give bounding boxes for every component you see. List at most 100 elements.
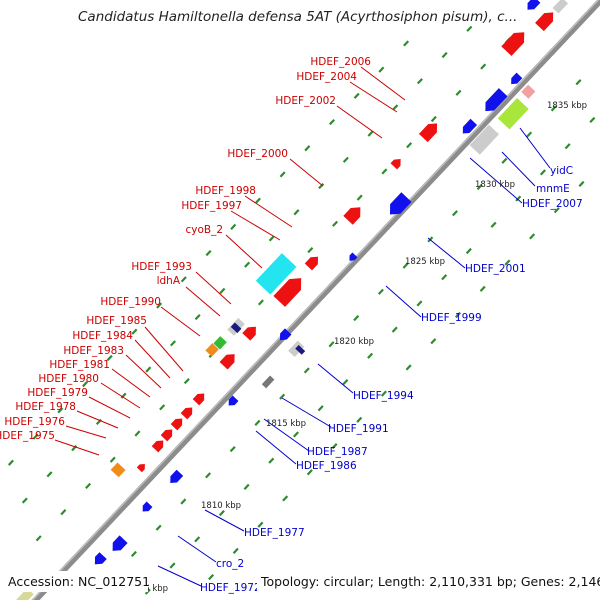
tick-mark [57, 407, 64, 414]
tick-mark [480, 63, 487, 70]
tick-mark [441, 274, 448, 281]
forward-gene-label: HDEF_1978 [15, 401, 76, 413]
tick-mark [85, 482, 92, 490]
reverse-gene-labels: yidC mnmE HDEF_2007 HDEF_2001 HDEF_1999 HDEF_… [200, 165, 583, 594]
tick-mark [342, 156, 349, 163]
tick-mark [526, 131, 533, 138]
gene-hdef-1975-orange-shape [110, 462, 126, 478]
reverse-gene-label-leader [519, 127, 551, 169]
gene-hdef-2006r [462, 118, 478, 134]
gene-hdef-1999-f-shape [343, 207, 361, 225]
reverse-gene-label-leader [501, 151, 536, 187]
tick-mark [317, 405, 324, 412]
label-leader-lines [54, 66, 551, 587]
tick-mark [529, 233, 536, 240]
tick-mark [476, 183, 483, 191]
tick-mark [455, 89, 462, 96]
reverse-gene-label: HDEF_1977 [244, 527, 305, 539]
gene-hdef-1992-shape [242, 326, 256, 341]
gene-ldha-navy-shape [230, 322, 242, 334]
forward-gene-label: HDEF_1983 [63, 345, 124, 357]
forward-gene-label: HDEF_2000 [227, 148, 288, 160]
tick-mark [416, 78, 423, 85]
tick-mark [243, 483, 250, 490]
tick-mark [145, 366, 152, 373]
reverse-gene-label-leader [177, 535, 217, 563]
forward-gene-label: HDEF_1985 [86, 315, 147, 327]
tick-mark [268, 235, 275, 242]
forward-gene-label: HDEF_1981 [49, 359, 110, 371]
gene-hdef-1979-shape [151, 440, 164, 453]
tick-mark [367, 352, 374, 359]
tick-mark [232, 547, 239, 554]
gene-hdef-2010-shape [527, 0, 541, 10]
tick-mark [381, 168, 388, 175]
tick-mark [229, 445, 236, 453]
tick-mark [293, 209, 300, 216]
tick-mark [279, 171, 286, 178]
tick-mark [208, 574, 215, 581]
gene-hdef-2008r-shape [511, 72, 523, 85]
gene-hdef-1994r-shape [279, 328, 292, 341]
reverse-gene-label: HDEF_1991 [328, 423, 389, 435]
tick-mark [219, 287, 226, 294]
forward-gene-label-leader [134, 339, 171, 379]
gene-hdef-2001r [389, 192, 412, 215]
tick-mark [575, 79, 582, 86]
gene-hdef-2003 [390, 159, 401, 170]
footer-backdrop-left [4, 571, 148, 592]
tick-mark [282, 495, 289, 502]
tick-mark [230, 223, 237, 230]
gene-cro-2r [112, 535, 128, 551]
forward-gene-label: HDEF_1975 [0, 430, 55, 442]
forward-gene-label-leader [125, 354, 162, 389]
tick-mark [159, 404, 166, 411]
tick-mark [504, 259, 511, 266]
tick-mark [356, 194, 363, 201]
gene-hdef-1977r-shape [142, 501, 153, 512]
gene-hdef-1981 [170, 418, 183, 431]
tick-mark [589, 116, 596, 124]
gene-hdef-1994-navy-shape [295, 344, 306, 355]
reverse-gene-label: HDEF_2007 [522, 198, 583, 210]
gene-hdef-1991-gray-shape [261, 375, 275, 389]
forward-gene-label-leader [65, 425, 107, 439]
footer-backdrop-right [257, 571, 595, 592]
tick-mark [134, 430, 141, 437]
gene-hdef-1982b [180, 407, 193, 420]
tick-mark [32, 433, 39, 440]
tick-mark [441, 51, 448, 59]
tick-mark [455, 311, 462, 319]
gene-hdef-1980 [160, 429, 173, 442]
forward-gene-label: HDEF_2006 [310, 56, 371, 68]
tick-mark [35, 535, 42, 542]
gene-hdef-1994-navy [295, 344, 306, 355]
scale-label: 1825 kbp [405, 257, 445, 267]
forward-gene-label-leader [349, 81, 398, 113]
tick-mark [307, 246, 314, 254]
tick-mark [169, 340, 176, 347]
tick-mark [479, 285, 486, 292]
forward-gene-label-leader [244, 195, 293, 228]
tick-mark [416, 300, 423, 307]
gene-hdef-1988r [228, 395, 239, 406]
forward-gene-label: HDEF_2002 [275, 95, 336, 107]
gene-ldha-green [213, 336, 227, 350]
gene-hdef-2010 [527, 0, 541, 10]
reverse-gene-label-leader [263, 418, 310, 452]
tick-mark [430, 338, 437, 345]
tick-mark [131, 328, 138, 335]
tick-mark [465, 247, 472, 255]
gene-hdef-1982a [192, 393, 205, 406]
gene-hdef-2008 [501, 32, 525, 56]
gene-cro-2r-shape [112, 535, 128, 551]
gene-hdef-2007r-shape [485, 88, 508, 112]
tick-mark [392, 104, 399, 111]
tick-mark [304, 145, 311, 152]
tick-mark [303, 367, 310, 374]
reverse-gene-label: HDEF_2001 [465, 263, 526, 275]
scale-label: 1835 kbp [547, 101, 587, 111]
reverse-gene-label: HDEF_1987 [307, 446, 368, 458]
tick-mark [180, 276, 187, 283]
scale-labels: 1835 kbp 1830 kbp 1825 kbp 1820 kbp 1815 kbp… [128, 101, 587, 594]
